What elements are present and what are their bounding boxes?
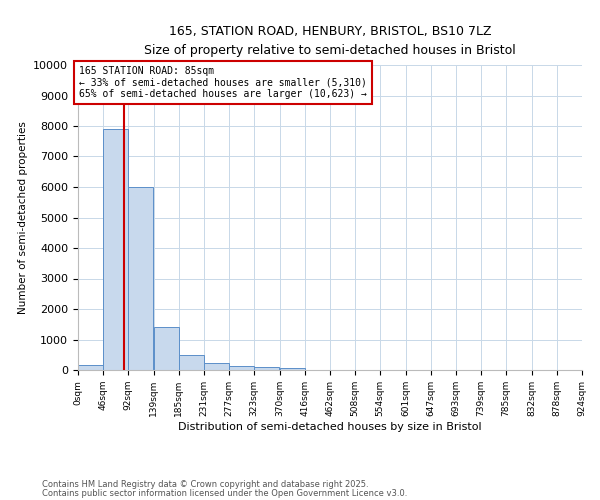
Y-axis label: Number of semi-detached properties: Number of semi-detached properties (18, 121, 28, 314)
Text: 165 STATION ROAD: 85sqm
← 33% of semi-detached houses are smaller (5,310)
65% of: 165 STATION ROAD: 85sqm ← 33% of semi-de… (79, 66, 367, 99)
X-axis label: Distribution of semi-detached houses by size in Bristol: Distribution of semi-detached houses by … (178, 422, 482, 432)
Bar (154, 328, 179, 370)
Bar (128, 187, 153, 370)
Bar (78, 366, 103, 370)
Text: Contains HM Land Registry data © Crown copyright and database right 2025.: Contains HM Land Registry data © Crown c… (42, 480, 368, 489)
Bar (103, 129, 128, 370)
Bar (204, 363, 229, 370)
Bar (254, 367, 279, 370)
Bar (229, 366, 254, 370)
Bar (179, 355, 204, 370)
Title: 165, STATION ROAD, HENBURY, BRISTOL, BS10 7LZ
Size of property relative to semi-: 165, STATION ROAD, HENBURY, BRISTOL, BS1… (144, 25, 516, 57)
Text: Contains public sector information licensed under the Open Government Licence v3: Contains public sector information licen… (42, 488, 407, 498)
Bar (280, 368, 305, 370)
